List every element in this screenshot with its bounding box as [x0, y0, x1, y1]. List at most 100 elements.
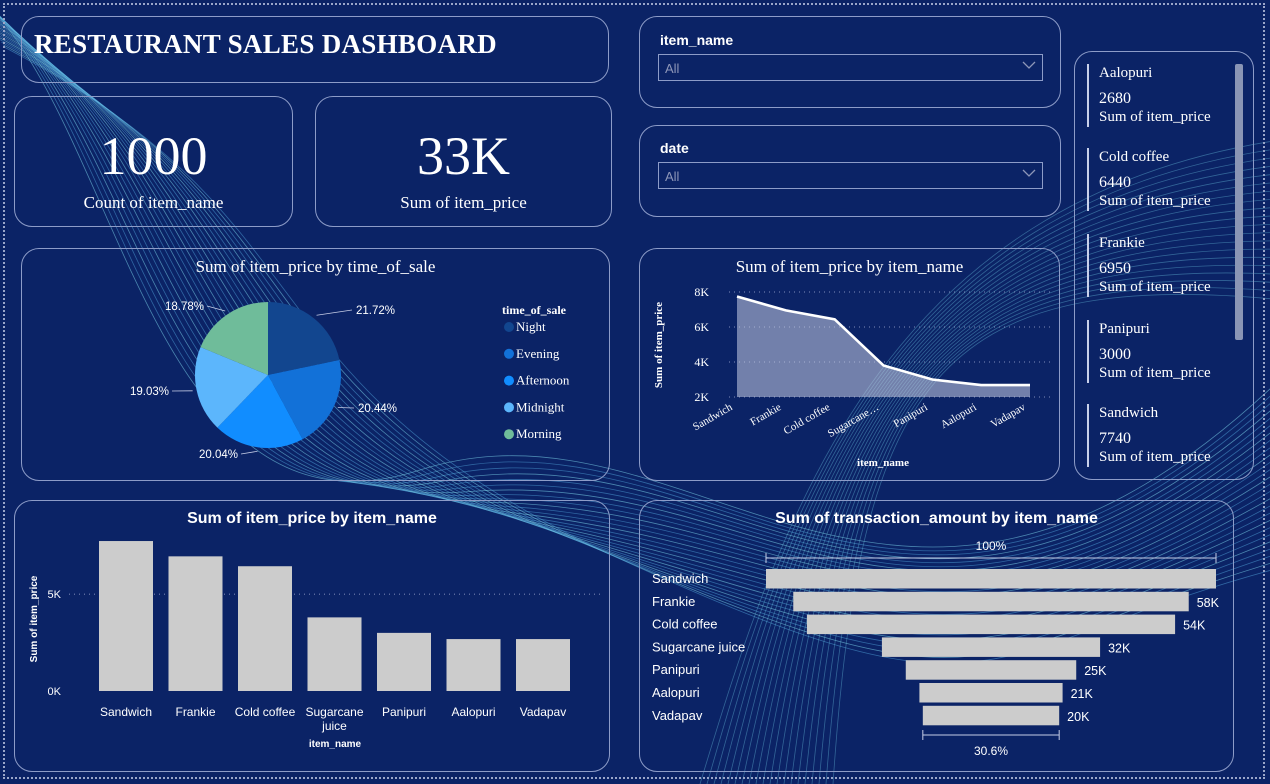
slicer-item-name-value: All — [665, 61, 680, 76]
funnel-bar-6 — [922, 705, 1060, 726]
pie-legend-item: Midnight — [516, 399, 565, 414]
area-x-tick: Aalopuri — [939, 401, 979, 431]
bar-0 — [99, 541, 153, 691]
kpi-count-label: Count of item_name — [83, 193, 224, 212]
multirow-value: 6950 — [1099, 260, 1131, 277]
funnel-category-label: Aalopuri — [652, 685, 700, 700]
kpi-count-value: 1000 — [99, 126, 208, 186]
area-x-tick: Panipuri — [892, 401, 930, 430]
multirow-card: Aalopuri 2680 Sum of item_price Cold cof… — [1074, 51, 1254, 480]
bar-3 — [307, 617, 362, 691]
funnel-data-label: 58K — [1197, 596, 1220, 610]
funnel-bar-2 — [806, 614, 1176, 635]
bar-y-axis-label: Sum of item_price — [29, 575, 40, 662]
slicer-item-name-label: item_name — [660, 32, 734, 48]
funnel-chart: 100% Sandwich Frankie 58K Cold coffee 54K Suga… — [652, 539, 1220, 758]
pie-legend-item: Evening — [516, 346, 560, 361]
area-x-tick: Sugarcane… — [826, 401, 881, 440]
bar-y-tick: 5K — [48, 589, 62, 601]
funnel-data-label: 25K — [1084, 664, 1107, 678]
pie-data-label: 21.72% — [356, 305, 395, 317]
bar-x-tick: Cold coffee — [235, 705, 296, 719]
pie-chart: 21.72% 20.44% 20.04% 19.03% 18.78% time_of_sa… — [130, 301, 570, 461]
funnel-category-label: Vadapav — [652, 708, 703, 723]
funnel-chart-card: Sum of transaction_amount by item_name 1… — [639, 500, 1234, 772]
funnel-category-label: Frankie — [652, 594, 695, 609]
bar-x-tick: Frankie — [175, 705, 215, 719]
multirow-item: Cold coffee 6440 Sum of item_price — [1087, 148, 1229, 211]
funnel-bar-3 — [881, 637, 1101, 657]
bar-chart-title: Sum of item_price by item_name — [187, 510, 437, 527]
slicer-item-name: item_name All — [639, 16, 1061, 108]
bar-x-tick: juice — [321, 719, 347, 733]
funnel-data-label: 32K — [1108, 641, 1131, 655]
area-x-tick: Frankie — [748, 401, 783, 428]
funnel-category-label: Sugarcane juice — [652, 639, 745, 654]
slicer-date-label: date — [660, 140, 689, 156]
pie-slice-afternoon — [217, 375, 303, 448]
wave-line — [0, 17, 1270, 548]
pie-leader-line — [316, 309, 353, 316]
legend-marker-icon — [504, 348, 514, 359]
pie-legend-item: Afternoon — [516, 373, 570, 388]
bar-6 — [516, 639, 570, 691]
title-card: RESTAURANT SALES DASHBOARD — [21, 16, 609, 83]
multirow-value: 2680 — [1099, 90, 1131, 107]
chevron-down-icon — [1022, 61, 1036, 69]
legend-marker-icon — [504, 402, 514, 413]
pie-legend-title: time_of_sale — [502, 303, 567, 317]
wave-line — [0, 17, 1270, 572]
pie-data-label: 19.03% — [130, 386, 169, 398]
multirow-value: 7740 — [1099, 430, 1131, 447]
pie-leader-line — [240, 450, 258, 455]
bar-x-axis-label: item_name — [309, 739, 362, 750]
bar-2 — [238, 566, 292, 691]
pie-slice-midnight — [195, 347, 268, 428]
area-chart-title: Sum of item_price by item_name — [735, 257, 964, 276]
multirow-scrollbar[interactable] — [1235, 64, 1243, 340]
funnel-bar-1 — [793, 591, 1189, 612]
funnel-bar-4 — [905, 660, 1077, 680]
funnel-category-label: Cold coffee — [652, 617, 718, 632]
bar-chart: 0K 5K Sandwich Frankie Cold coffee Sugarcanej… — [29, 541, 600, 750]
multirow-item: Frankie 6950 Sum of item_price — [1087, 234, 1229, 297]
kpi-sum-value: 33K — [417, 126, 510, 186]
multirow-label: Sum of item_price — [1099, 365, 1211, 381]
slicer-date-dropdown[interactable]: All — [658, 162, 1043, 189]
area-y-tick: 2K — [694, 390, 709, 404]
multirow-label: Sum of item_price — [1099, 193, 1211, 209]
funnel-category-label: Panipuri — [652, 662, 700, 677]
kpi-count-card: 1000 Count of item_name — [14, 96, 293, 227]
slicer-item-name-dropdown[interactable]: All — [658, 54, 1043, 81]
pie-slice-morning — [200, 302, 268, 375]
legend-marker-icon — [504, 429, 514, 440]
pie-data-label: 18.78% — [165, 301, 204, 313]
multirow-name: Frankie — [1099, 235, 1145, 251]
funnel-data-label: 21K — [1071, 687, 1094, 701]
bar-chart-card: Sum of item_price by item_name 0K 5K Sandw… — [14, 500, 610, 772]
area-y-tick: 4K — [694, 355, 709, 369]
pie-data-label: 20.04% — [199, 449, 238, 461]
pie-slice-evening — [268, 360, 341, 440]
pie-legend-item: Morning — [516, 426, 562, 441]
wave-line — [0, 15, 1270, 560]
area-x-tick: Cold coffee — [782, 401, 833, 437]
bar-1 — [168, 556, 223, 691]
pie-legend-item: Night — [516, 319, 546, 334]
funnel-bar-5 — [919, 683, 1063, 703]
multirow-name: Panipuri — [1099, 321, 1150, 337]
funnel-category-label: Sandwich — [652, 571, 708, 586]
funnel-data-label: 20K — [1067, 710, 1090, 724]
area-chart-card: Sum of item_price by item_name 2K 4K 6K 8K S… — [639, 248, 1060, 481]
wave-line — [0, 15, 1270, 556]
pie-slice-night — [268, 302, 340, 375]
area-y-axis-label: Sum of item_price — [653, 302, 665, 388]
funnel-chart-title: Sum of transaction_amount by item_name — [775, 510, 1098, 527]
slicer-date: date All — [639, 125, 1061, 217]
chevron-down-icon — [1022, 169, 1036, 177]
multirow-label: Sum of item_price — [1099, 449, 1211, 465]
slicer-date-value: All — [665, 169, 680, 184]
area-y-tick: 6K — [694, 320, 709, 334]
funnel-bar-0 — [766, 569, 1216, 589]
